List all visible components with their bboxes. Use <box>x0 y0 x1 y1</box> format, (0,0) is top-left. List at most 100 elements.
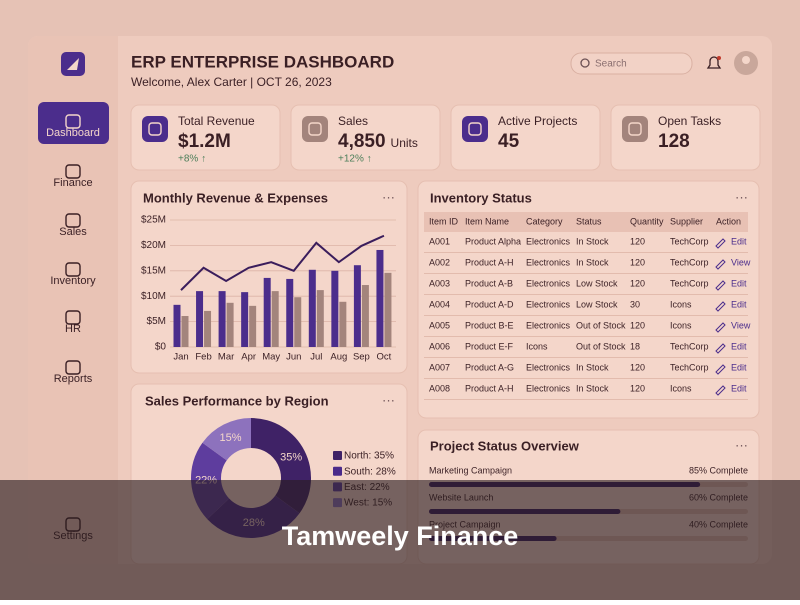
table-cell: TechCorp <box>670 236 709 246</box>
table-cell: In Stock <box>576 362 609 372</box>
nav-item[interactable]: Dashboard <box>46 127 100 139</box>
kpi-card <box>610 104 761 171</box>
table-cell: A006 <box>429 341 450 351</box>
table-cell: A008 <box>429 383 450 393</box>
column-header: Quantity <box>630 216 664 226</box>
y-tick-label: $20M <box>141 240 166 251</box>
table-title: Inventory Status <box>430 190 532 205</box>
legend-label: North: 35% <box>344 451 394 462</box>
banner-overlay <box>0 480 800 600</box>
table-cell: Icons <box>670 299 692 309</box>
search-box[interactable] <box>570 52 693 75</box>
kpi-icon-glyph <box>308 122 322 136</box>
table-cell: Electronics <box>526 362 571 372</box>
table-cell: A007 <box>429 362 450 372</box>
action-link[interactable]: Edit <box>731 383 747 393</box>
menu-dots[interactable]: ··· <box>735 189 748 204</box>
nav-item[interactable]: Sales <box>59 226 87 238</box>
table-cell: Icons <box>670 320 692 330</box>
table-cell: A002 <box>429 257 450 267</box>
action-link[interactable]: Edit <box>731 362 747 372</box>
y-tick-label: $10M <box>141 291 166 302</box>
inventory-card <box>417 180 760 419</box>
kpi-label: Total Revenue <box>178 114 255 128</box>
table-cell: Product A-G <box>465 362 514 372</box>
kpi-value: $1.2M <box>178 131 231 152</box>
action-link[interactable]: Edit <box>731 299 747 309</box>
table-cell: Electronics <box>526 278 571 288</box>
bar <box>249 305 257 347</box>
page-subtitle: Welcome, Alex Carter | OCT 26, 2023 <box>131 75 332 89</box>
table-cell: Electronics <box>526 299 571 309</box>
kpi-icon <box>142 116 168 142</box>
search-placeholder[interactable]: Search <box>595 59 627 70</box>
table-cell: A005 <box>429 320 450 330</box>
bar <box>316 290 324 347</box>
action-link[interactable]: View <box>731 320 751 330</box>
kpi-label: Open Tasks <box>658 114 721 128</box>
table-cell: Product E-F <box>465 341 514 351</box>
x-tick-label: Aug <box>330 352 347 363</box>
y-tick-label: $5M <box>147 316 166 327</box>
segment-label: 15% <box>220 432 242 444</box>
nav-item[interactable]: Inventory <box>50 275 96 287</box>
kpi-value: 4,850 <box>338 131 386 152</box>
column-header: Category <box>526 216 563 226</box>
table-cell: 120 <box>630 383 645 393</box>
x-tick-label: Jul <box>310 352 322 363</box>
action-link[interactable]: Edit <box>731 236 747 246</box>
sidebar <box>28 36 118 564</box>
x-tick-label: Jun <box>286 352 301 363</box>
kpi-value: 45 <box>498 131 520 152</box>
table-cell: 18 <box>630 341 640 351</box>
table-header-bg <box>424 212 748 232</box>
table-cell: A003 <box>429 278 450 288</box>
table-cell: Electronics <box>526 383 571 393</box>
column-header: Action <box>716 216 741 226</box>
table-cell: 120 <box>630 278 645 288</box>
menu-dots[interactable]: ··· <box>735 437 748 452</box>
nav-item[interactable]: Finance <box>53 177 92 189</box>
edit-icon <box>715 385 726 396</box>
chart-title: Sales Performance by Region <box>145 393 329 408</box>
nav-item[interactable]: HR <box>65 323 81 335</box>
edit-icon <box>715 364 726 375</box>
x-tick-label: Oct <box>377 352 392 363</box>
action-link[interactable]: Edit <box>731 341 747 351</box>
logo-mark <box>67 58 79 70</box>
kpi-card <box>450 104 601 171</box>
kpi-card <box>130 104 281 171</box>
bar <box>353 265 361 347</box>
table-cell: Low Stock <box>576 299 618 309</box>
bar <box>308 269 316 347</box>
legend-swatch <box>333 466 342 476</box>
table-cell: A001 <box>429 236 450 246</box>
nav-active[interactable] <box>38 102 109 144</box>
bar <box>218 291 226 347</box>
project-name: Marketing Campaign <box>429 465 512 475</box>
nav-icon <box>65 213 81 228</box>
kpi-icon-glyph <box>628 122 642 136</box>
action-link[interactable]: View <box>731 257 751 267</box>
bell-icon[interactable] <box>706 56 722 69</box>
bar <box>286 278 294 347</box>
menu-dots[interactable]: ··· <box>382 189 395 204</box>
revenue-line <box>180 234 385 291</box>
bar <box>271 291 279 347</box>
x-tick-label: May <box>262 352 280 363</box>
table-cell: In Stock <box>576 236 609 246</box>
banner-text: Tamweely Finance <box>282 521 519 551</box>
kpi-change: +12% ↑ <box>338 154 372 165</box>
table-cell: Out of Stock <box>576 320 626 330</box>
action-link[interactable]: Edit <box>731 278 747 288</box>
menu-dots[interactable]: ··· <box>382 392 395 407</box>
table-cell: Product A-D <box>465 299 514 309</box>
notification-dot <box>717 56 721 60</box>
project-percent: 85% Complete <box>689 465 748 475</box>
avatar-head <box>742 56 750 64</box>
table-cell: Electronics <box>526 236 571 246</box>
bar <box>361 285 369 347</box>
nav-item[interactable]: Reports <box>54 373 93 385</box>
table-cell: TechCorp <box>670 257 709 267</box>
